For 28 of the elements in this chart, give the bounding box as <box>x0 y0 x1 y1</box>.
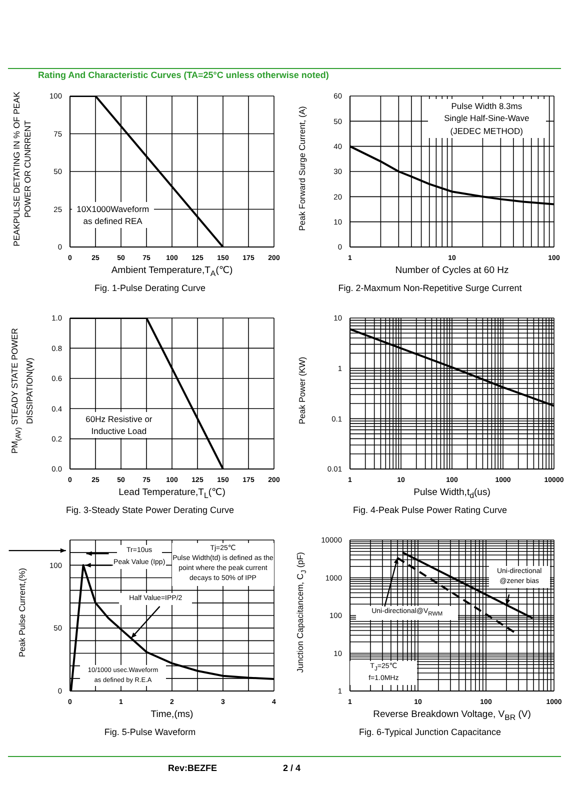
text: Fig. 4-Peak Pulse Power Rating Curve <box>352 505 508 515</box>
text: Rev:BEZFE <box>168 763 218 773</box>
text: 2 / 4 <box>283 763 301 773</box>
y-axis-title: Peak Power (KW) <box>296 356 306 424</box>
y-axis-title: Peak Forward Surge Current, (A) <box>296 106 306 231</box>
x-axis-title: Lead Temperature,T$_{L}$(℃) <box>118 487 226 500</box>
note-box: Pulse Width 8.3ms Single Half-Sine-Wave (JEDEC METHOD) <box>428 99 546 138</box>
text: Fig. 6-Typical Junction Capacitance <box>358 727 502 737</box>
y-axis-title: PEAKPULSE DETATING IN % OF PEAK POWER OR CUNRRENT <box>11 91 32 246</box>
x-axis-title: Number of Cycles at 60 Hz <box>395 265 509 276</box>
annotation: Inductive Load <box>91 426 147 436</box>
annotation: 60Hz Resistive or <box>86 414 152 424</box>
text: Fig. 2-Maxmum Non-Repetitive Surge Current <box>338 283 522 293</box>
text: Fig. 1-Pulse Derating Curve <box>94 283 206 293</box>
annotation: as defined REA <box>83 216 142 226</box>
chart-subtitle: Rating And Characteristic Curves (TA=25°C unless otherwise noted) <box>38 70 329 80</box>
annotation: (JEDEC METHOD) <box>450 126 524 136</box>
x-axis-title: Reverse Breakdown Voltage, V$_{BR}$ (V) <box>373 709 531 722</box>
x-axis-title: Ambient Temperature,T$_{A}$(℃) <box>111 265 233 278</box>
annotation: 10X1000Waveform <box>76 204 150 214</box>
text: Fig. 3-Steady State Power Derating Curve <box>66 505 234 515</box>
y-axis-title: Peak Pulse Current,(%) <box>16 568 26 658</box>
annotation: Pulse Width 8.3ms <box>451 101 522 112</box>
x-axis-title: Time,(ms) <box>150 709 194 720</box>
x-axis-title: Pulse Width,t$_{d}$(us) <box>414 487 490 500</box>
annotation: Single Half-Sine-Wave <box>444 113 530 124</box>
text: Fig. 5-Pulse Waveform <box>104 727 196 737</box>
note-box: 10X1000Waveform as defined REA <box>72 202 154 228</box>
